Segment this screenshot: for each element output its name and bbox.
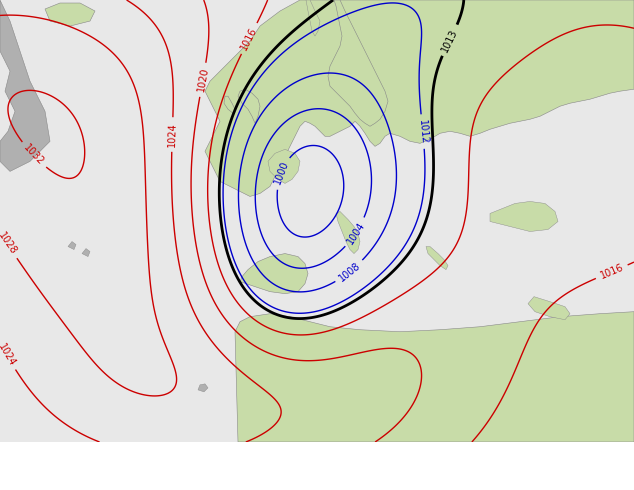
Text: 1004: 1004 xyxy=(345,220,367,245)
Polygon shape xyxy=(490,201,558,231)
Polygon shape xyxy=(306,0,320,36)
Text: 1024: 1024 xyxy=(0,342,17,368)
Text: 1013: 1013 xyxy=(440,27,460,53)
Text: We 05-06-2024 00:00 UTC (06+42): We 05-06-2024 00:00 UTC (06+42) xyxy=(398,457,630,470)
Polygon shape xyxy=(205,0,634,196)
Text: 1016: 1016 xyxy=(598,262,625,281)
Polygon shape xyxy=(426,246,448,270)
Polygon shape xyxy=(82,248,90,257)
Text: ©weatheronline.co.uk: ©weatheronline.co.uk xyxy=(495,476,630,486)
Polygon shape xyxy=(328,0,388,126)
Polygon shape xyxy=(68,242,76,249)
Text: 1008: 1008 xyxy=(337,260,362,283)
Polygon shape xyxy=(238,89,260,123)
Polygon shape xyxy=(268,149,300,183)
Text: 1000: 1000 xyxy=(272,160,290,186)
Polygon shape xyxy=(224,96,235,113)
Text: Surface pressure [hPa] ECMWF: Surface pressure [hPa] ECMWF xyxy=(4,457,214,470)
Polygon shape xyxy=(0,0,50,172)
Polygon shape xyxy=(198,384,208,392)
Polygon shape xyxy=(235,312,634,442)
Text: 1016: 1016 xyxy=(239,25,259,51)
Polygon shape xyxy=(240,253,308,294)
Text: 1032: 1032 xyxy=(22,143,46,168)
Polygon shape xyxy=(0,0,634,442)
Text: 1012: 1012 xyxy=(417,119,429,144)
Text: 1028: 1028 xyxy=(0,231,18,257)
Polygon shape xyxy=(45,3,95,26)
Text: 1020: 1020 xyxy=(196,67,210,93)
Text: 1024: 1024 xyxy=(167,122,178,147)
Polygon shape xyxy=(336,212,360,253)
Polygon shape xyxy=(528,296,570,319)
